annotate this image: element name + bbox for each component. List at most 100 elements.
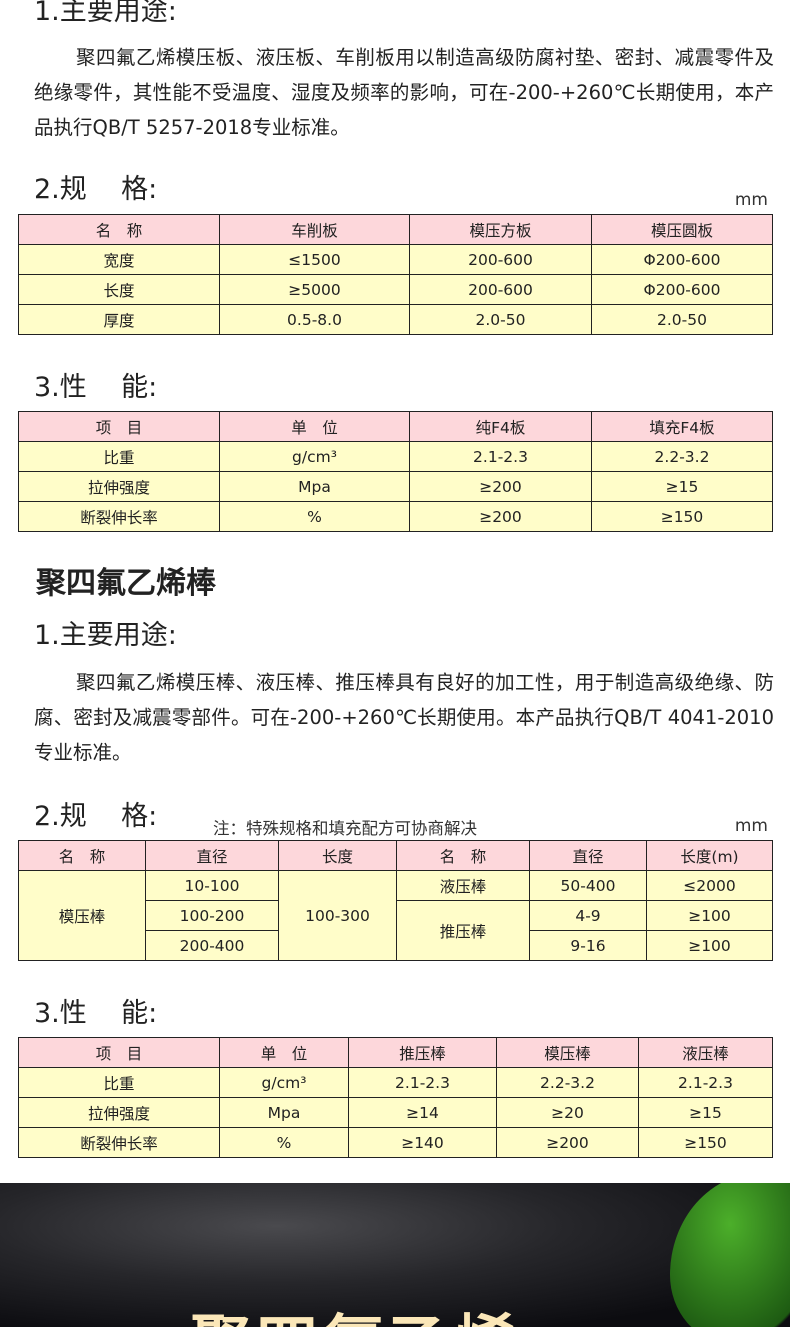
cell: ≥5000 <box>219 274 410 305</box>
cell: 长度 <box>18 274 220 305</box>
rod-perf-table: 项 目单 位推压棒 模压棒 液压棒 比重 g/cm³ 2.1-2.3 2.2-3.2 2.1-… <box>18 1037 773 1158</box>
cell: 厚度 <box>18 304 220 335</box>
plate-perf-heading: 3.性 能: <box>34 372 158 403</box>
header-cell: 模压圆板 <box>591 214 773 245</box>
cell: Mpa <box>219 1097 349 1128</box>
plate-spec-unit: mm <box>734 190 768 210</box>
banner-title: 聚四氟乙烯 <box>190 1293 520 1327</box>
rod-spec-table: 名 称直径 长度名 称直径 长度(m) 模压棒 10-100 100-300 液压棒 50-… <box>18 840 773 961</box>
cell: 比重 <box>18 1067 220 1098</box>
cell: Φ200-600 <box>591 244 773 275</box>
rod-spec-unit: mm <box>734 816 768 836</box>
header-cell: 填充F4板 <box>591 411 773 442</box>
cell: 推压棒 <box>396 900 530 961</box>
rod-perf-heading: 3.性 能: <box>34 998 158 1029</box>
cell: 200-600 <box>409 244 592 275</box>
cell: 断裂伸长率 <box>18 501 220 532</box>
header-cell: 项 目 <box>18 411 220 442</box>
rod-title: 聚四氟乙烯棒 <box>36 566 216 601</box>
cell: ≥15 <box>591 471 773 502</box>
header-cell: 纯F4板 <box>409 411 592 442</box>
table-header-row: 项 目单 位纯F4板 填充F4板 <box>18 411 773 442</box>
cell: 100-200 <box>145 900 279 931</box>
table-row: 200-400 9-16 ≥100 <box>19 930 773 961</box>
cell: % <box>219 1127 349 1158</box>
cell: ≥150 <box>591 501 773 532</box>
cell: 2.1-2.3 <box>348 1067 497 1098</box>
plate-use-text: 聚四氟乙烯模压板、液压板、车削板用以制造高级防腐衬垫、密封、减震零件及绝缘零件，… <box>34 46 774 139</box>
header-cell: 模压棒 <box>496 1037 639 1068</box>
cell: ≥150 <box>638 1127 773 1158</box>
cell: Φ200-600 <box>591 274 773 305</box>
cell: 2.1-2.3 <box>409 441 592 472</box>
table-header-row: 名 称直径 长度名 称直径 长度(m) <box>18 840 773 871</box>
table-row: 断裂伸长率% ≥200 ≥150 <box>18 501 773 532</box>
header-cell: 车削板 <box>219 214 410 245</box>
cell: 9-16 <box>529 930 647 961</box>
header-cell: 名 称 <box>18 840 146 871</box>
table-header-row: 项 目单 位推压棒 模压棒 液压棒 <box>18 1037 773 1068</box>
table-row: 比重 g/cm³ 2.1-2.3 2.2-3.2 2.1-2.3 <box>18 1067 773 1098</box>
table-row: 拉伸强度 Mpa ≥14 ≥20 ≥15 <box>18 1097 773 1128</box>
rod-spec-heading: 2.规 格: <box>34 801 158 832</box>
table-row: 长度 ≥5000 200-600 Φ200-600 <box>18 274 773 305</box>
cell: 50-400 <box>529 870 647 901</box>
cell: g/cm³ <box>219 1067 349 1098</box>
header-cell: 长度(m) <box>646 840 773 871</box>
cell: 200-600 <box>409 274 592 305</box>
leaf-decoration <box>670 1183 790 1327</box>
cell: ≥20 <box>496 1097 639 1128</box>
cell: 2.1-2.3 <box>638 1067 773 1098</box>
table-row: 厚度 0.5-8.0 2.0-50 2.0-50 <box>18 304 773 335</box>
header-cell: 液压棒 <box>638 1037 773 1068</box>
table-row: 模压棒 10-100 100-300 液压棒 50-400 ≤2000 <box>18 870 773 961</box>
cell: ≥200 <box>409 501 592 532</box>
cell: 200-400 <box>145 930 279 961</box>
rod-use-text: 聚四氟乙烯模压棒、液压棒、推压棒具有良好的加工性，用于制造高级绝缘、防腐、密封及… <box>34 671 774 764</box>
cell: ≥140 <box>348 1127 497 1158</box>
plate-spec-heading: 2.规 格: <box>34 174 158 205</box>
cell: 0.5-8.0 <box>219 304 410 335</box>
banner: 聚四氟乙烯 <box>0 1183 790 1327</box>
cell: 2.2-3.2 <box>591 441 773 472</box>
cell: 拉伸强度 <box>18 1097 220 1128</box>
rod-spec-note: 注：特殊规格和填充配方可协商解决 <box>213 819 477 838</box>
cell: 液压棒 <box>396 870 530 901</box>
cell: ≥100 <box>646 930 773 961</box>
header-cell: 直径 <box>145 840 279 871</box>
cell: 比重 <box>18 441 220 472</box>
cell: Mpa <box>219 471 410 502</box>
header-cell: 项 目 <box>18 1037 220 1068</box>
cell: 拉伸强度 <box>18 471 220 502</box>
cell: % <box>219 501 410 532</box>
header-cell: 单 位 <box>219 1037 349 1068</box>
cell: 10-100 <box>145 870 279 901</box>
table-row: 比重 g/cm³ 2.1-2.3 2.2-3.2 <box>18 441 773 472</box>
cell: ≥200 <box>409 471 592 502</box>
cell: 2.2-3.2 <box>496 1067 639 1098</box>
cell: ≤1500 <box>219 244 410 275</box>
table-header-row: 名 称车削板 模压方板 模压圆板 <box>18 214 773 245</box>
rod-use-heading: 1.主要用途: <box>34 620 177 651</box>
header-cell: 长度 <box>278 840 397 871</box>
header-cell: 直径 <box>529 840 647 871</box>
header-cell: 名 称 <box>396 840 530 871</box>
cell: ≥200 <box>496 1127 639 1158</box>
header-cell: 推压棒 <box>348 1037 497 1068</box>
cell: ≥100 <box>646 900 773 931</box>
table-row: 拉伸强度 Mpa ≥200 ≥15 <box>18 471 773 502</box>
table-row: 宽度 ≤1500 200-600 Φ200-600 <box>18 244 773 275</box>
cell: ≤2000 <box>646 870 773 901</box>
table-row: 断裂伸长率% ≥140 ≥200 ≥150 <box>18 1127 773 1158</box>
cell: 宽度 <box>18 244 220 275</box>
plate-perf-table: 项 目单 位纯F4板 填充F4板 比重 g/cm³ 2.1-2.3 2.2-3.2 拉伸强度… <box>18 411 773 532</box>
cell: 2.0-50 <box>409 304 592 335</box>
cell: 模压棒 <box>18 870 146 961</box>
plate-spec-table: 名 称车削板 模压方板 模压圆板 宽度 ≤1500 200-600 Φ200-600 长度 ≥5… <box>18 214 773 335</box>
header-cell: 单 位 <box>219 411 410 442</box>
cell: ≥15 <box>638 1097 773 1128</box>
header-cell: 模压方板 <box>409 214 592 245</box>
plate-use-heading: 1.主要用途: <box>34 0 177 27</box>
cell: ≥14 <box>348 1097 497 1128</box>
header-cell: 名 称 <box>18 214 220 245</box>
